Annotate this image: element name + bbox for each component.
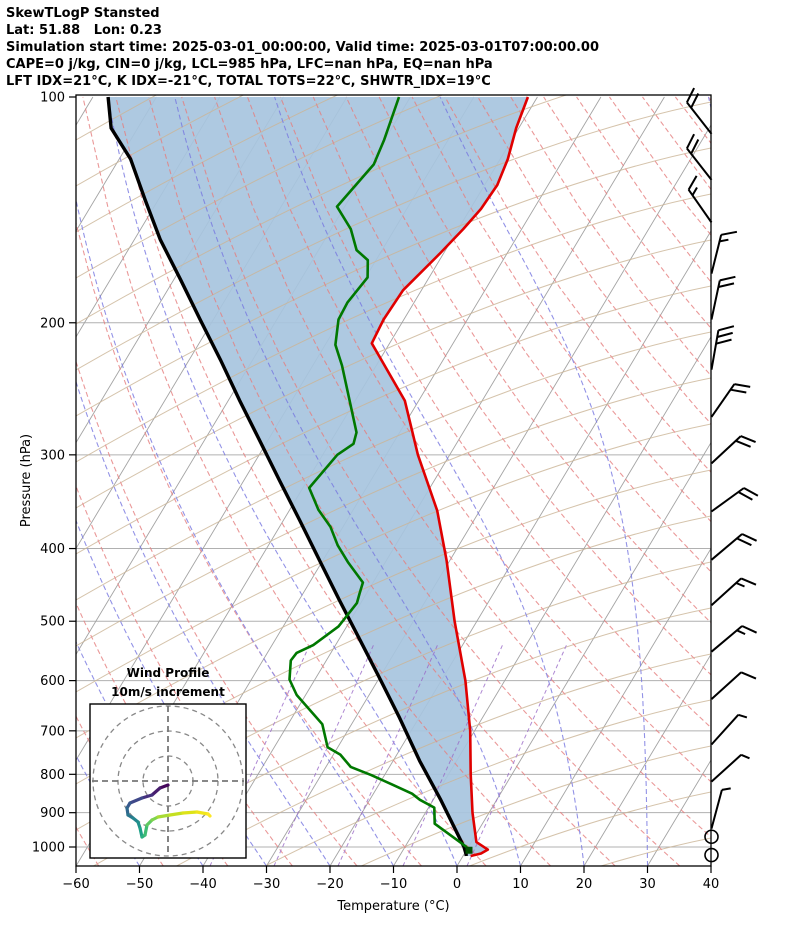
svg-text:10: 10: [512, 877, 529, 892]
hodograph-inset: Wind Profile 10m/s increment: [89, 666, 247, 859]
svg-text:500: 500: [40, 615, 65, 630]
wind-barb: [710, 753, 750, 783]
svg-text:30: 30: [639, 877, 656, 892]
svg-text:700: 700: [40, 724, 65, 739]
svg-text:1000: 1000: [32, 841, 65, 856]
calm-wind-circle: [704, 847, 719, 863]
svg-text:−20: −20: [316, 877, 343, 892]
svg-text:900: 900: [40, 806, 65, 821]
time-line: Simulation start time: 2025-03-01_00:00:…: [6, 40, 599, 55]
svg-text:0: 0: [453, 877, 461, 892]
svg-text:600: 600: [40, 674, 65, 689]
hodograph-trace-segment: [168, 811, 185, 817]
location-line: Lat: 51.88 Lon: 0.23: [6, 23, 162, 38]
svg-text:20: 20: [576, 877, 593, 892]
wind-barb: [710, 577, 757, 606]
hodograph-trace-segment: [150, 786, 162, 797]
svg-text:100: 100: [40, 91, 65, 106]
figure-title: SkewTLogP Stansted: [6, 6, 160, 21]
wind-barb: [710, 787, 731, 829]
hodograph-trace-segment: [195, 810, 210, 816]
wind-barb: [687, 175, 713, 224]
svg-text:200: 200: [40, 316, 65, 331]
calm-wind-circle: [704, 829, 719, 845]
sounding-curves: [106, 96, 530, 858]
temperature-line: [370, 96, 530, 858]
svg-text:−50: −50: [126, 877, 153, 892]
hodograph-trace-segment: [128, 796, 144, 805]
wind-barb: [710, 383, 751, 418]
svg-text:Temperature (°C): Temperature (°C): [336, 899, 449, 914]
svg-text:−40: −40: [189, 877, 216, 892]
wind-barb: [710, 275, 736, 320]
svg-text:−30: −30: [253, 877, 280, 892]
svg-text:Pressure (hPa): Pressure (hPa): [19, 434, 34, 527]
indices-line-1: CAPE=0 j/kg, CIN=0 j/kg, LCL=985 hPa, LF…: [6, 57, 493, 72]
hodograph-trace-segment: [206, 812, 212, 818]
indices-line-2: LFT IDX=21°C, K IDX=-21°C, TOTAL TOTS=22…: [6, 74, 491, 89]
svg-text:40: 40: [703, 877, 720, 892]
dewpoint-end-marker: [465, 846, 473, 854]
hodograph-trace-segment: [143, 823, 149, 837]
parcel-line: [106, 96, 468, 857]
hodograph-trace-segment: [181, 810, 199, 815]
hodograph-title: Wind Profile: [127, 666, 210, 680]
wind-barb: [710, 325, 735, 370]
hodograph-trace-segment: [140, 793, 154, 800]
svg-text:400: 400: [40, 542, 65, 557]
wind-barb: [710, 625, 758, 653]
wind-barb: [710, 230, 738, 274]
svg-text:800: 800: [40, 768, 65, 783]
wind-barb: [710, 487, 759, 513]
wind-barb: [710, 435, 756, 465]
hodograph-subtitle: 10m/s increment: [111, 685, 225, 699]
svg-text:300: 300: [40, 448, 65, 463]
wind-barb: [686, 87, 713, 135]
svg-text:−10: −10: [380, 877, 407, 892]
wind-barb: [710, 713, 748, 746]
svg-text:−60: −60: [62, 877, 89, 892]
wind-barb: [686, 133, 713, 181]
wind-barbs: [686, 87, 759, 863]
wind-barb: [710, 671, 757, 700]
dewpoint-line: [288, 96, 471, 852]
wind-barb: [710, 533, 758, 561]
hodograph-trace-segment: [156, 813, 172, 819]
